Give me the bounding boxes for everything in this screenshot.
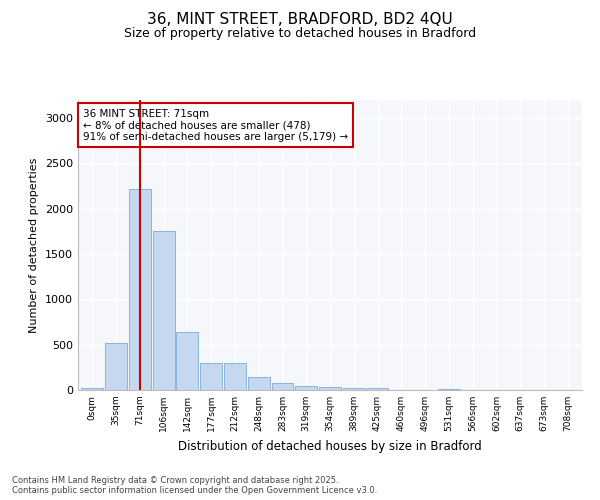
Bar xyxy=(200,364,222,390)
Text: Size of property relative to detached houses in Bradford: Size of property relative to detached ho… xyxy=(124,28,476,40)
Bar xyxy=(105,343,127,390)
X-axis label: Distribution of detached houses by size in Bradford: Distribution of detached houses by size … xyxy=(178,440,482,452)
Bar xyxy=(438,388,460,390)
Bar xyxy=(82,388,103,390)
Text: 36, MINT STREET, BRADFORD, BD2 4QU: 36, MINT STREET, BRADFORD, BD2 4QU xyxy=(147,12,453,28)
Bar xyxy=(272,383,293,390)
Bar xyxy=(248,378,269,390)
Bar xyxy=(343,388,365,390)
Bar xyxy=(319,388,341,390)
Bar xyxy=(367,388,388,390)
Bar xyxy=(176,332,198,390)
Bar xyxy=(224,364,246,390)
Bar xyxy=(152,232,175,390)
Text: 36 MINT STREET: 71sqm
← 8% of detached houses are smaller (478)
91% of semi-deta: 36 MINT STREET: 71sqm ← 8% of detached h… xyxy=(83,108,348,142)
Y-axis label: Number of detached properties: Number of detached properties xyxy=(29,158,40,332)
Text: Contains HM Land Registry data © Crown copyright and database right 2025.
Contai: Contains HM Land Registry data © Crown c… xyxy=(12,476,377,495)
Bar xyxy=(129,189,151,390)
Bar xyxy=(295,386,317,390)
